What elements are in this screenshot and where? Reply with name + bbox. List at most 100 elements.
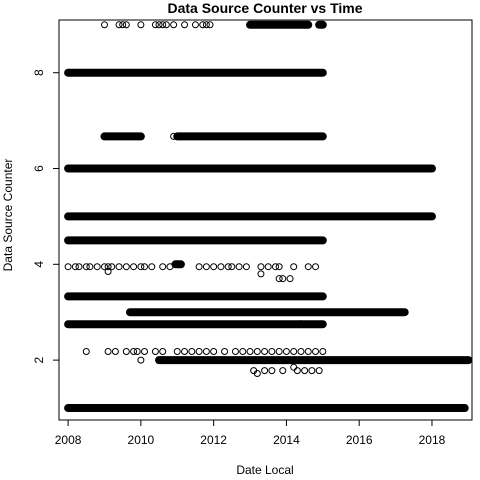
data-point xyxy=(290,363,298,371)
data-point xyxy=(104,263,112,271)
data-point xyxy=(104,267,112,275)
data-point xyxy=(264,263,272,271)
data-point xyxy=(122,347,130,355)
data-point xyxy=(312,263,320,271)
data-point xyxy=(71,263,79,271)
dense-band xyxy=(171,260,185,269)
dense-band xyxy=(64,68,327,77)
data-point xyxy=(253,370,261,378)
x-tick-label: 2008 xyxy=(55,433,82,447)
data-point xyxy=(261,367,269,375)
scatter-points xyxy=(64,21,327,378)
data-point xyxy=(137,263,145,271)
y-tick-label: 4 xyxy=(32,261,46,268)
dense-band xyxy=(296,320,327,329)
data-point xyxy=(253,347,261,355)
data-point xyxy=(119,21,127,29)
data-point xyxy=(93,263,101,271)
data-point xyxy=(210,263,218,271)
data-point xyxy=(315,367,323,375)
data-point xyxy=(82,347,90,355)
dense-band xyxy=(64,292,327,301)
dense-band xyxy=(64,212,436,221)
data-point xyxy=(173,347,181,355)
data-point xyxy=(301,367,309,375)
data-point xyxy=(221,347,229,355)
data-point xyxy=(148,263,156,271)
data-point xyxy=(246,347,254,355)
dense-band xyxy=(64,320,305,329)
data-point xyxy=(257,263,265,271)
data-point xyxy=(195,347,203,355)
x-tick-label: 2014 xyxy=(273,433,300,447)
data-point xyxy=(108,263,116,271)
data-point xyxy=(257,270,265,278)
data-point xyxy=(159,347,167,355)
data-point xyxy=(202,263,210,271)
data-point xyxy=(141,263,149,271)
data-point xyxy=(304,263,312,271)
data-point xyxy=(170,132,178,140)
data-point xyxy=(202,21,210,29)
data-point xyxy=(115,263,123,271)
data-point xyxy=(111,347,119,355)
data-point xyxy=(130,347,138,355)
data-point xyxy=(191,21,199,29)
data-point xyxy=(188,347,196,355)
data-point xyxy=(137,356,145,364)
chart-title: Data Source Counter vs Time xyxy=(167,0,362,16)
data-point xyxy=(275,275,283,283)
data-point xyxy=(217,263,225,271)
data-point xyxy=(64,263,72,271)
data-point xyxy=(228,263,236,271)
data-point xyxy=(75,263,83,271)
data-point xyxy=(312,347,320,355)
data-point xyxy=(282,347,290,355)
dense-band xyxy=(155,356,473,365)
dense-point-bands xyxy=(64,20,473,413)
data-point xyxy=(224,263,232,271)
data-point xyxy=(268,347,276,355)
data-point xyxy=(290,347,298,355)
data-point xyxy=(122,21,130,29)
dense-band xyxy=(315,20,327,29)
dense-band xyxy=(100,132,145,141)
data-point xyxy=(199,21,207,29)
data-point xyxy=(275,263,283,271)
axis-ticks: 2008 2010 2012 2014 2016 2018 2 4 6 8 xyxy=(32,69,446,447)
data-point xyxy=(82,263,90,271)
data-point xyxy=(231,347,239,355)
x-tick-label: 2016 xyxy=(346,433,373,447)
data-point xyxy=(272,263,280,271)
data-point xyxy=(151,21,159,29)
x-tick-label: 2012 xyxy=(200,433,227,447)
data-point xyxy=(166,263,174,271)
data-point xyxy=(261,347,269,355)
data-point xyxy=(239,347,247,355)
data-point xyxy=(235,263,243,271)
data-point xyxy=(100,21,108,29)
data-point xyxy=(100,263,108,271)
data-point xyxy=(162,21,170,29)
dense-band xyxy=(64,236,327,245)
dense-band xyxy=(125,308,409,317)
y-axis-label: Data Source Counter xyxy=(1,159,15,272)
data-point xyxy=(130,263,138,271)
dense-band xyxy=(64,164,436,173)
x-tick-label: 2018 xyxy=(419,433,446,447)
data-point xyxy=(286,275,294,283)
dense-band xyxy=(246,20,313,29)
data-point xyxy=(210,347,218,355)
data-point xyxy=(141,347,149,355)
data-point xyxy=(275,347,283,355)
data-point xyxy=(202,347,210,355)
data-point xyxy=(290,263,298,271)
data-point xyxy=(137,21,145,29)
data-point xyxy=(293,367,301,375)
data-point xyxy=(181,21,189,29)
data-point xyxy=(159,21,167,29)
plot-frame xyxy=(58,19,473,421)
x-tick-label: 2010 xyxy=(128,433,155,447)
data-point xyxy=(319,347,327,355)
